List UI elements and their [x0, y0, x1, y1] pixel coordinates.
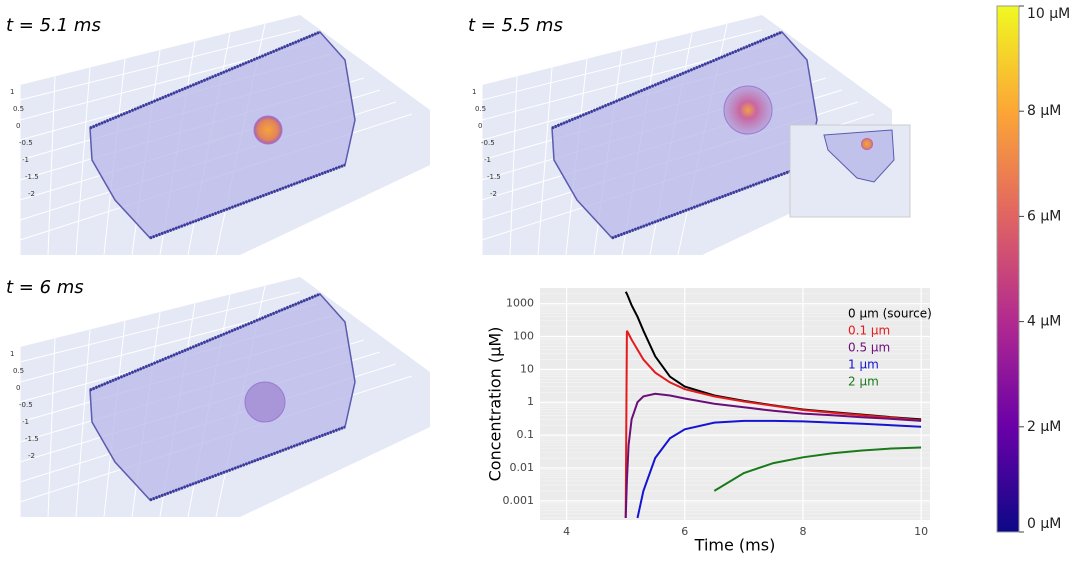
colorbar-tick-label: 10 µM [1027, 6, 1070, 22]
y-tick-label: 0.01 [510, 461, 535, 474]
cylinder-edge [551, 30, 808, 240]
colorbar [996, 5, 1020, 533]
concentration-blob [253, 115, 283, 145]
time-label: t = 6 ms [6, 277, 84, 298]
z-tick-label: -2 [28, 190, 35, 198]
z-tick-label: 1 [10, 350, 14, 358]
z-tick-label: -0.5 [19, 401, 33, 409]
legend-entry: 0 µm (source) [848, 307, 932, 321]
z-tick-label: -1 [22, 418, 29, 426]
y-tick-label: 0.1 [517, 428, 535, 441]
y-tick-label: 1 [527, 395, 534, 408]
panel-3d: t = 6 ms 1 0.5 0 -0.5 -1 -1.5 -2 [6, 277, 430, 518]
x-tick-label: 6 [681, 525, 688, 538]
colorbar-tick-label: 8 µM [1027, 103, 1061, 119]
series-line [636, 419, 922, 519]
z-tick-label: 0.5 [13, 367, 24, 375]
plane-line [47, 76, 56, 256]
cylinder-edge [89, 30, 346, 240]
plane-line [481, 29, 763, 101]
z-tick-label: 0 [16, 384, 20, 392]
z-tick-label: -2 [28, 452, 35, 460]
panel-3d: t = 5.1 ms 1 0.5 0 -0.5 -1 -1.5 -2 [6, 15, 430, 256]
legend-entry: 1 µm [848, 358, 879, 372]
plane-line [47, 338, 56, 518]
series-line [624, 330, 922, 519]
cylinder-edge [89, 292, 346, 502]
colorbar-tick-label: 2 µM [1027, 419, 1061, 435]
z-tick-label: 0 [16, 122, 20, 130]
time-label: t = 5.1 ms [6, 15, 101, 36]
plane-line [19, 291, 301, 363]
z-tick-label: -1.5 [487, 173, 501, 181]
z-tick-label: -1 [22, 156, 29, 164]
z-tick-label: 0.5 [475, 105, 486, 113]
y-tick-label: 100 [513, 330, 534, 343]
plane-line [509, 76, 518, 256]
z-tick-label: 0.5 [13, 105, 24, 113]
y-tick-label: 0.001 [503, 494, 535, 507]
z-tick-label: -1.5 [25, 173, 39, 181]
plane-line [19, 29, 301, 101]
inset-cylinder [823, 129, 895, 183]
panel-3d: t = 5.5 ms 1 0.5 0 -0.5 -1 -1.5 -2 [468, 15, 911, 256]
colorbar-tick-label: 0 µM [1027, 516, 1061, 532]
z-tick-label: -1 [484, 156, 491, 164]
concentration-blob [244, 381, 286, 423]
z-tick-label: -1.5 [25, 435, 39, 443]
x-tick-label: 8 [799, 525, 806, 538]
z-tick-label: -0.5 [481, 139, 495, 147]
legend-entry: 2 µm [848, 375, 879, 389]
z-tick-label: 1 [472, 88, 476, 96]
z-tick-label: 0 [478, 122, 482, 130]
x-tick-label: 4 [563, 525, 570, 538]
x-axis-label: Time (ms) [694, 536, 776, 555]
time-label: t = 5.5 ms [468, 15, 563, 36]
legend-entry: 0.5 µm [848, 341, 890, 355]
concentration-blob [723, 85, 773, 135]
colorbar-tick-label: 6 µM [1027, 208, 1061, 224]
z-tick-label: -0.5 [19, 139, 33, 147]
z-tick-label: 1 [10, 88, 14, 96]
legend-entry: 0.1 µm [848, 324, 890, 338]
series-line [713, 446, 922, 492]
y-tick-label: 1000 [506, 297, 534, 310]
y-axis-label: Concentration (µM) [486, 327, 505, 482]
z-tick-label: -2 [490, 190, 497, 198]
series-line [624, 392, 922, 519]
x-tick-label: 10 [914, 525, 928, 538]
inset-blob [861, 138, 873, 150]
colorbar-tick-label: 4 µM [1027, 314, 1061, 330]
y-tick-label: 10 [520, 362, 534, 375]
